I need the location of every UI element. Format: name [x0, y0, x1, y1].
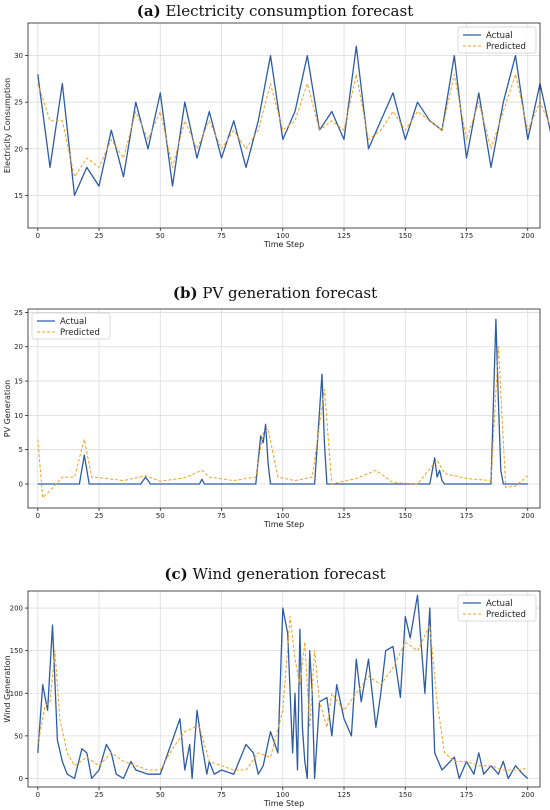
chart-c-ytick-label: 200 [10, 605, 23, 613]
chart-a-xtick-label: 25 [95, 232, 104, 240]
chart-c-frame [27, 590, 541, 788]
chart-c-letter: (c) [164, 565, 188, 583]
chart-b-xtick-label: 150 [399, 512, 412, 520]
chart-a-xlabel: Time Step [263, 240, 304, 249]
chart-b-series-predicted [37, 346, 529, 499]
chart-c-title-text: Wind generation forecast [192, 565, 386, 583]
chart-a-legend-box [457, 26, 537, 54]
chart-b-ytick-label: 10 [14, 412, 23, 420]
chart-b-xlabel: Time Step [263, 520, 304, 529]
chart-c-xtick-label: 125 [337, 791, 350, 799]
chart-c-ytick-label: 100 [10, 690, 23, 698]
chart-a-xtick-label: 175 [460, 232, 473, 240]
chart-b-ytick-label: 5 [19, 446, 23, 454]
chart-c-series-predicted [37, 616, 528, 771]
chart-c-xtick-label: 175 [460, 791, 473, 799]
chart-a-series-predicted [37, 73, 550, 178]
chart-a-title-text: Electricity consumption forecast [165, 2, 414, 20]
chart-b-ytick-label: 20 [14, 343, 23, 351]
chart-b-xtick-label: 0 [36, 512, 40, 520]
chart-c-title: (c) Wind generation forecast [0, 565, 550, 583]
chart-a-ytick-label: 20 [14, 145, 23, 153]
chart-c-legend-box [457, 594, 537, 622]
chart-b-ylabel: PV Generation [3, 380, 12, 437]
chart-a-xtick-label: 150 [399, 232, 412, 240]
chart-c-ylabel: Wind Generation [3, 655, 12, 722]
chart-a: 0 25 50 75 100 125 150 175 200 15 20 25 30 Time Step E… [3, 22, 550, 249]
chart-c-xtick-label: 200 [521, 791, 534, 799]
chart-a-ylabel: Electricity Consumption [3, 78, 12, 173]
chart-b-series-actual [37, 318, 528, 485]
chart-c-xtick-label: 25 [95, 791, 104, 799]
chart-b-xtick-label: 100 [276, 512, 289, 520]
chart-c-series-actual [37, 594, 529, 780]
chart-a-xtick-label: 100 [276, 232, 289, 240]
chart-b-ytick-label: 0 [19, 480, 23, 488]
chart-a-title: (a) Electricity consumption forecast [0, 2, 550, 20]
chart-a-legend-label-predicted: Predicted [486, 42, 526, 52]
chart-c: 0 25 50 75 100 125 150 175 200 0 50 100 150 200 Time S… [3, 590, 541, 808]
chart-a-ytick-label: 30 [14, 52, 23, 60]
chart-b-xtick-label: 125 [337, 512, 350, 520]
chart-b-xtick-label: 200 [521, 512, 534, 520]
chart-a-xtick-label: 75 [217, 232, 226, 240]
chart-a-ytick-label: 15 [14, 192, 23, 200]
chart-a-xtick-label: 50 [156, 232, 165, 240]
chart-c-ytick-label: 150 [10, 647, 23, 655]
chart-c-ytick-label: 0 [19, 775, 23, 783]
chart-b-letter: (b) [172, 284, 198, 302]
chart-a-frame [27, 22, 541, 229]
chart-c-legend-label-predicted: Predicted [486, 610, 526, 620]
chart-a-legend-label-actual: Actual [486, 31, 513, 41]
chart-b-title: (b) PV generation forecast [0, 284, 550, 302]
chart-b-xtick-label: 175 [460, 512, 473, 520]
chart-b: 0 25 50 75 100 125 150 175 200 0 5 10 15 20 25 Time Ste… [3, 308, 541, 529]
chart-c-xlabel: Time Step [263, 799, 304, 808]
chart-c-xtick-label: 150 [399, 791, 412, 799]
chart-b-legend-box [31, 312, 111, 340]
chart-b-xtick-label: 50 [156, 512, 165, 520]
chart-b-xtick-label: 25 [95, 512, 104, 520]
chart-b-legend-label-actual: Actual [60, 317, 87, 327]
chart-a-xtick-label: 125 [337, 232, 350, 240]
chart-b-title-text: PV generation forecast [202, 284, 378, 302]
chart-b-frame [27, 308, 541, 509]
chart-c-xtick-label: 100 [276, 791, 289, 799]
chart-c-ytick-label: 50 [14, 732, 23, 740]
chart-c-xtick-label: 75 [217, 791, 226, 799]
chart-a-letter: (a) [136, 2, 161, 20]
chart-a-xtick-label: 0 [36, 232, 40, 240]
chart-a-ytick-label: 25 [14, 99, 23, 107]
chart-c-xtick-label: 0 [36, 791, 40, 799]
chart-a-xtick-label: 200 [521, 232, 534, 240]
chart-b-xtick-label: 75 [217, 512, 226, 520]
chart-c-xtick-label: 50 [156, 791, 165, 799]
chart-c-legend-label-actual: Actual [486, 599, 513, 609]
chart-b-ytick-label: 25 [14, 309, 23, 317]
chart-a-series-actual [37, 45, 550, 197]
chart-b-ytick-label: 15 [14, 378, 23, 386]
chart-b-legend-label-predicted: Predicted [60, 328, 100, 338]
